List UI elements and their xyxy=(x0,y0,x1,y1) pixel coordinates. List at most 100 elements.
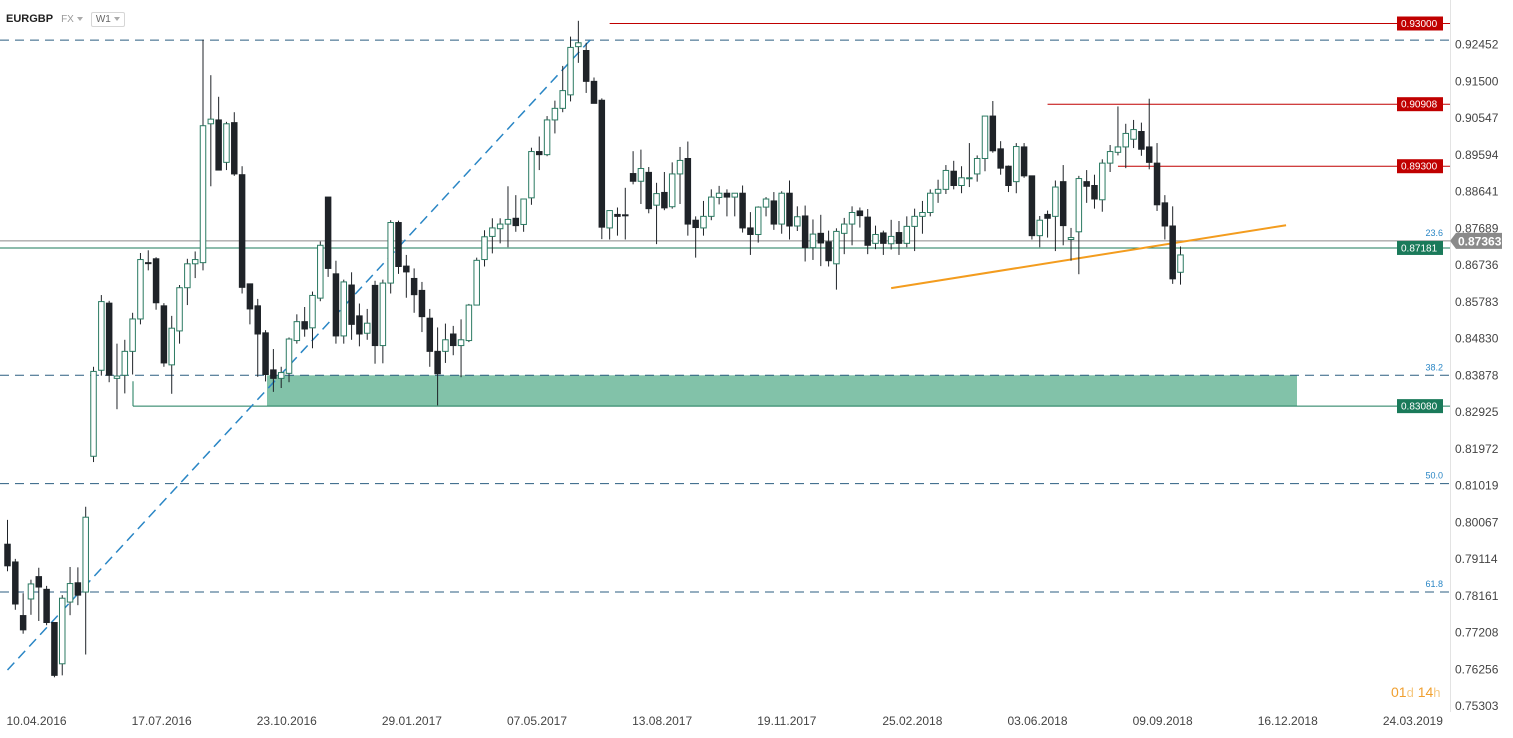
candle[interactable] xyxy=(567,36,574,102)
candle[interactable] xyxy=(645,166,652,214)
candle[interactable] xyxy=(840,217,848,255)
candles-layer[interactable] xyxy=(4,20,1184,678)
candle[interactable] xyxy=(770,192,778,230)
timeframe-dropdown[interactable]: W1 xyxy=(90,11,125,27)
candle[interactable] xyxy=(911,208,918,252)
candle[interactable] xyxy=(575,20,582,63)
candle[interactable] xyxy=(559,65,566,113)
candle[interactable] xyxy=(58,595,66,676)
candle[interactable] xyxy=(457,319,465,378)
candle[interactable] xyxy=(246,283,254,325)
candle[interactable] xyxy=(238,166,246,294)
candle[interactable] xyxy=(778,191,785,234)
candle[interactable] xyxy=(676,146,684,205)
candle[interactable] xyxy=(981,115,989,172)
candle[interactable] xyxy=(371,280,379,364)
candle[interactable] xyxy=(277,366,285,388)
candle[interactable] xyxy=(731,192,739,217)
candle[interactable] xyxy=(51,622,58,678)
candle[interactable] xyxy=(184,258,191,306)
candle[interactable] xyxy=(1013,143,1020,194)
candle[interactable] xyxy=(145,250,152,271)
candle[interactable] xyxy=(622,187,629,240)
candle[interactable] xyxy=(1059,165,1067,246)
candle[interactable] xyxy=(285,337,293,383)
candle[interactable] xyxy=(19,593,27,634)
candle[interactable] xyxy=(496,218,504,244)
candle[interactable] xyxy=(637,149,645,205)
candle[interactable] xyxy=(379,279,387,364)
candle[interactable] xyxy=(762,197,770,217)
candle[interactable] xyxy=(481,230,488,267)
candle[interactable] xyxy=(833,228,840,290)
candle[interactable] xyxy=(301,307,308,337)
candle[interactable] xyxy=(12,558,19,610)
candle[interactable] xyxy=(324,196,332,277)
market-dropdown[interactable]: FX xyxy=(61,14,83,25)
candle[interactable] xyxy=(997,141,1004,175)
candle[interactable] xyxy=(1145,98,1153,170)
candle[interactable] xyxy=(590,77,598,104)
candle[interactable] xyxy=(340,279,348,344)
candle[interactable] xyxy=(864,209,871,255)
candle[interactable] xyxy=(715,185,723,205)
candle[interactable] xyxy=(1114,106,1122,156)
candle[interactable] xyxy=(98,295,105,376)
candle[interactable] xyxy=(504,186,512,248)
candle[interactable] xyxy=(528,147,535,205)
candle[interactable] xyxy=(520,198,527,232)
candle[interactable] xyxy=(856,207,864,228)
candle[interactable] xyxy=(1130,119,1137,149)
candle[interactable] xyxy=(582,42,590,93)
candle[interactable] xyxy=(363,308,371,340)
candle[interactable] xyxy=(966,143,973,188)
candle[interactable] xyxy=(989,101,997,153)
candle[interactable] xyxy=(887,219,895,250)
candle[interactable] xyxy=(426,308,434,367)
candle[interactable] xyxy=(708,189,715,221)
candle[interactable] xyxy=(1052,180,1059,252)
candle[interactable] xyxy=(1122,123,1130,169)
candle[interactable] xyxy=(1083,170,1090,203)
candle[interactable] xyxy=(653,182,660,245)
candle[interactable] xyxy=(207,75,215,187)
candle[interactable] xyxy=(403,254,410,298)
candle[interactable] xyxy=(543,116,551,157)
candle[interactable] xyxy=(27,579,35,615)
candle[interactable] xyxy=(1028,175,1036,240)
candle[interactable] xyxy=(270,349,277,392)
candle[interactable] xyxy=(152,257,160,310)
candle[interactable] xyxy=(317,241,324,302)
candle[interactable] xyxy=(817,214,825,267)
candle[interactable] xyxy=(113,343,121,410)
candle[interactable] xyxy=(661,172,668,211)
candle[interactable] xyxy=(942,165,950,194)
candle[interactable] xyxy=(1075,175,1083,275)
candle[interactable] xyxy=(215,96,222,171)
candle[interactable] xyxy=(489,218,496,254)
candle[interactable] xyxy=(668,162,676,209)
candle[interactable] xyxy=(410,268,418,313)
candle[interactable] xyxy=(356,303,363,347)
candle[interactable] xyxy=(1020,143,1028,178)
candle[interactable] xyxy=(1036,215,1043,248)
candle[interactable] xyxy=(449,325,457,356)
candle[interactable] xyxy=(90,366,97,463)
candle[interactable] xyxy=(848,206,856,246)
candle[interactable] xyxy=(387,220,394,294)
candle[interactable] xyxy=(739,185,746,233)
candle[interactable] xyxy=(1005,165,1012,193)
candle[interactable] xyxy=(254,298,261,377)
candle[interactable] xyxy=(684,141,692,236)
candle[interactable] xyxy=(950,160,957,190)
candle[interactable] xyxy=(903,216,911,248)
candle[interactable] xyxy=(1161,195,1169,240)
candle[interactable] xyxy=(418,281,426,333)
candle[interactable] xyxy=(754,206,762,243)
candle[interactable] xyxy=(536,136,543,171)
candle[interactable] xyxy=(551,100,559,134)
candle[interactable] xyxy=(199,39,207,271)
candle[interactable] xyxy=(786,180,793,240)
candle[interactable] xyxy=(973,155,981,182)
candle[interactable] xyxy=(168,315,175,394)
